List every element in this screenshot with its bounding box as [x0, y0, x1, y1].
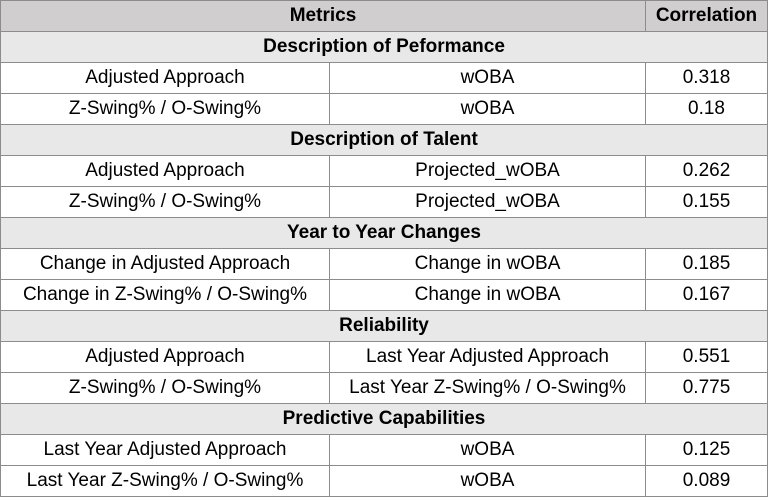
metric-cell: Adjusted Approach	[0, 155, 330, 187]
metric-cell: Adjusted Approach	[0, 62, 330, 94]
metric-cell: Z-Swing% / O-Swing%	[0, 372, 330, 404]
metric-cell: Last Year Z-Swing% / O-Swing%	[0, 465, 330, 497]
correlation-cell: 0.155	[645, 186, 768, 218]
metric-cell: Change in Adjusted Approach	[0, 248, 330, 280]
correlation-cell: 0.089	[645, 465, 768, 497]
section-row: Year to Year Changes	[0, 217, 768, 249]
table-row: Z-Swing% / O-Swing% wOBA 0.18	[0, 93, 768, 125]
target-cell: wOBA	[329, 93, 646, 125]
section-row: Description of Peformance	[0, 31, 768, 63]
metric-cell: Change in Z-Swing% / O-Swing%	[0, 279, 330, 311]
correlation-cell: 0.125	[645, 434, 768, 466]
section-title: Description of Talent	[0, 124, 768, 156]
correlation-cell: 0.167	[645, 279, 768, 311]
section-row: Reliability	[0, 310, 768, 342]
table-row: Change in Adjusted Approach Change in wO…	[0, 248, 768, 280]
target-cell: Projected_wOBA	[329, 186, 646, 218]
correlation-cell: 0.551	[645, 341, 768, 373]
table-row: Adjusted Approach Projected_wOBA 0.262	[0, 155, 768, 187]
metric-cell: Adjusted Approach	[0, 341, 330, 373]
section-row: Description of Talent	[0, 124, 768, 156]
section-title: Predictive Capabilities	[0, 403, 768, 435]
correlation-cell: 0.262	[645, 155, 768, 187]
target-cell: wOBA	[329, 434, 646, 466]
metric-cell: Z-Swing% / O-Swing%	[0, 93, 330, 125]
target-cell: wOBA	[329, 465, 646, 497]
target-cell: Change in wOBA	[329, 279, 646, 311]
correlation-cell: 0.18	[645, 93, 768, 125]
section-title: Reliability	[0, 310, 768, 342]
table-row: Adjusted Approach Last Year Adjusted App…	[0, 341, 768, 373]
section-row: Predictive Capabilities	[0, 403, 768, 435]
metrics-header: Metrics	[0, 0, 646, 32]
section-title: Description of Peformance	[0, 31, 768, 63]
section-title: Year to Year Changes	[0, 217, 768, 249]
target-cell: Change in wOBA	[329, 248, 646, 280]
table-row: Z-Swing% / O-Swing% Last Year Z-Swing% /…	[0, 372, 768, 404]
table-row: Adjusted Approach wOBA 0.318	[0, 62, 768, 94]
metric-cell: Z-Swing% / O-Swing%	[0, 186, 330, 218]
table-row: Last Year Adjusted Approach wOBA 0.125	[0, 434, 768, 466]
table-row: Change in Z-Swing% / O-Swing% Change in …	[0, 279, 768, 311]
target-cell: Last Year Z-Swing% / O-Swing%	[329, 372, 646, 404]
target-cell: wOBA	[329, 62, 646, 94]
correlation-cell: 0.185	[645, 248, 768, 280]
target-cell: Last Year Adjusted Approach	[329, 341, 646, 373]
header-row: Metrics Correlation	[0, 0, 768, 32]
correlation-header: Correlation	[645, 0, 768, 32]
target-cell: Projected_wOBA	[329, 155, 646, 187]
metric-cell: Last Year Adjusted Approach	[0, 434, 330, 466]
correlation-cell: 0.318	[645, 62, 768, 94]
table-row: Last Year Z-Swing% / O-Swing% wOBA 0.089	[0, 465, 768, 497]
correlation-cell: 0.775	[645, 372, 768, 404]
table-row: Z-Swing% / O-Swing% Projected_wOBA 0.155	[0, 186, 768, 218]
